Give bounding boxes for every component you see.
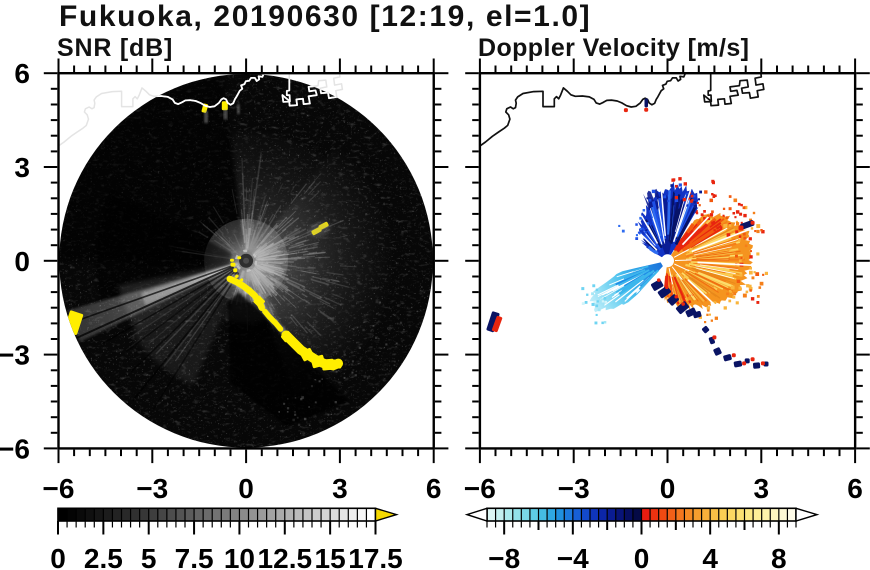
svg-text:2.5: 2.5 [84,543,123,570]
svg-text:0: 0 [660,473,676,504]
svg-text:−3: −3 [558,473,590,504]
svg-text:6: 6 [847,473,863,504]
svg-text:3: 3 [332,473,348,504]
svg-text:15: 15 [315,543,346,570]
svg-text:6: 6 [426,473,442,504]
svg-text:Doppler Velocity [m/s]: Doppler Velocity [m/s] [478,34,749,62]
svg-text:7.5: 7.5 [175,543,214,570]
svg-text:8: 8 [771,543,787,570]
svg-text:Fukuoka, 20190630 [12:19, el=1: Fukuoka, 20190630 [12:19, el=1.0] [59,0,591,33]
svg-text:4: 4 [702,543,718,570]
svg-text:3: 3 [754,473,770,504]
svg-text:−3: −3 [0,340,30,371]
svg-text:0: 0 [238,473,254,504]
svg-text:−6: −6 [464,473,496,504]
svg-text:0: 0 [14,246,30,277]
svg-text:10: 10 [224,543,255,570]
svg-text:0: 0 [50,543,66,570]
svg-text:6: 6 [14,58,30,89]
svg-text:−8: −8 [488,543,520,570]
svg-text:SNR [dB]: SNR [dB] [57,34,173,62]
svg-text:3: 3 [14,152,30,183]
svg-text:−6: −6 [0,433,30,464]
svg-text:−4: −4 [557,543,589,570]
svg-text:17.5: 17.5 [348,543,403,570]
svg-text:0: 0 [634,543,650,570]
svg-text:−3: −3 [136,473,168,504]
svg-text:12.5: 12.5 [258,543,313,570]
svg-text:5: 5 [141,543,157,570]
svg-text:−6: −6 [43,473,75,504]
